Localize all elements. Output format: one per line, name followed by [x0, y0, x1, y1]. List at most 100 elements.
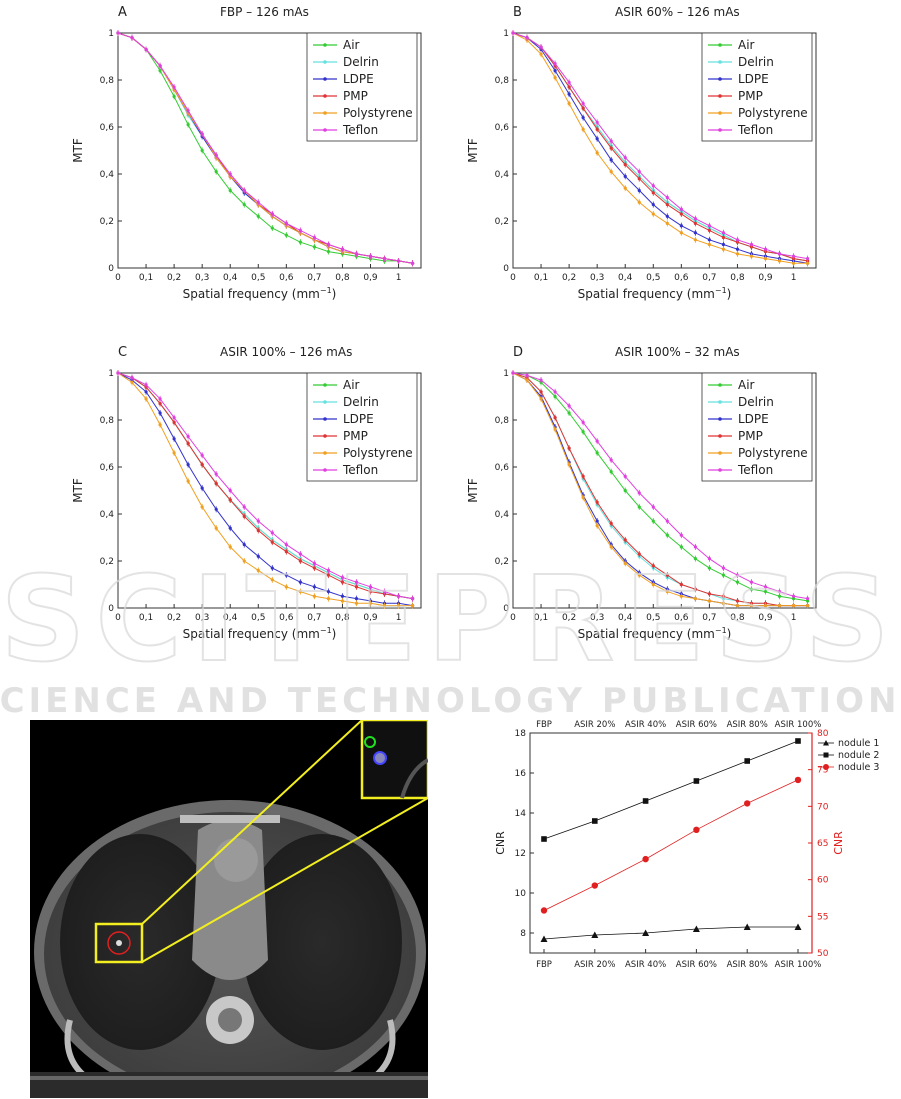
data-point: [581, 116, 585, 120]
data-point: [242, 559, 246, 563]
panel-letter: D: [513, 345, 523, 360]
data-point: [651, 505, 655, 509]
x-axis-label: Spatial frequency (mm−1): [578, 286, 732, 301]
y-tick-label: 0,4: [495, 170, 510, 180]
legend-marker: [323, 77, 327, 81]
data-point: [200, 132, 204, 136]
data-point: [228, 488, 232, 493]
data-point: [567, 446, 571, 450]
cnr-line-nodule-3: [543, 779, 799, 911]
legend-label: Polystyrene: [343, 446, 413, 460]
x-tick-label-bottom: ASIR 60%: [676, 960, 717, 970]
data-point: [200, 148, 204, 153]
cnr-point-circle: [693, 826, 700, 833]
data-point: [707, 238, 711, 242]
cnr-point-square: [541, 836, 547, 842]
data-point: [312, 566, 316, 570]
data-point: [679, 582, 683, 587]
legend-label: PMP: [738, 89, 763, 103]
data-point: [609, 545, 613, 549]
data-point: [791, 604, 796, 608]
data-point: [595, 451, 599, 455]
y-tick-label: 0,6: [100, 123, 115, 133]
y-tick-label-left: 12: [515, 849, 526, 859]
data-point: [158, 64, 162, 68]
y-tick-label: 1: [503, 29, 509, 39]
series-line-polystyrene: [512, 372, 808, 607]
plot-frame: [117, 32, 422, 269]
x-tick-label: 0,9: [363, 613, 378, 623]
x-tick-label: 0,7: [702, 613, 716, 623]
data-point: [567, 92, 571, 96]
data-point: [651, 519, 655, 523]
data-point: [721, 247, 726, 251]
data-point: [623, 174, 627, 178]
legend-marker: [323, 434, 327, 438]
data-point: [172, 437, 176, 441]
data-point: [679, 533, 683, 537]
data-point: [721, 235, 726, 240]
data-point: [721, 601, 726, 605]
data-point: [693, 221, 697, 225]
y-tick-label: 1: [108, 369, 114, 379]
cnr-line-nodule-1: [543, 926, 798, 940]
legend-marker: [718, 94, 722, 98]
y-axis-label: MTF: [466, 478, 480, 503]
legend-label: LDPE: [343, 72, 374, 86]
cnr-point-circle: [794, 776, 802, 784]
data-point: [609, 470, 613, 474]
series-line-ldpe: [512, 32, 808, 264]
data-point: [228, 526, 232, 530]
data-point: [707, 599, 711, 603]
data-point: [707, 557, 711, 561]
data-point: [679, 224, 683, 228]
y-tick-label-left: 10: [515, 889, 527, 899]
data-point: [651, 582, 655, 587]
data-point: [693, 557, 697, 561]
data-point: [693, 217, 697, 221]
legend-marker: [718, 43, 722, 47]
data-point: [410, 604, 415, 608]
data-point: [298, 552, 302, 556]
data-point: [284, 550, 288, 554]
data-point: [637, 188, 641, 193]
data-point: [172, 416, 176, 420]
data-point: [735, 573, 740, 577]
x-tick-label-top: ASIR 80%: [727, 720, 768, 730]
data-point: [256, 528, 260, 533]
data-point: [172, 420, 176, 424]
x-tick-label: 0,5: [251, 613, 265, 623]
series-line-teflon: [512, 372, 808, 600]
data-point: [777, 259, 782, 263]
x-tick-label: 0,8: [335, 613, 350, 623]
y-tick-label: 1: [108, 29, 114, 39]
zoom-line-bottom: [141, 797, 428, 963]
data-point: [382, 589, 387, 594]
legend-marker: [323, 43, 327, 47]
data-point: [749, 580, 754, 584]
data-point: [368, 589, 373, 594]
legend-marker: [718, 417, 722, 421]
data-point: [553, 390, 557, 394]
plot-frame: [512, 372, 817, 609]
x-tick-label: 0,7: [307, 273, 321, 283]
panel-letter: C: [118, 345, 127, 360]
data-point: [410, 261, 415, 265]
x-tick-label: 0,4: [618, 273, 633, 283]
data-point: [581, 127, 585, 131]
y-tick-label-right: 70: [817, 802, 829, 812]
x-tick-label: 0,8: [335, 273, 350, 283]
data-point: [354, 252, 359, 256]
data-point: [298, 228, 302, 232]
data-point: [665, 519, 669, 523]
data-point: [511, 31, 515, 35]
data-point: [735, 247, 740, 251]
x-tick-label: 0: [115, 273, 121, 283]
data-point: [256, 214, 260, 218]
zoom-inset: [360, 720, 428, 800]
x-tick-label: 0,7: [307, 613, 321, 623]
data-point: [270, 578, 274, 582]
data-point: [567, 463, 571, 467]
y-tick-label: 0,2: [495, 217, 509, 227]
y-axis-label: MTF: [466, 138, 480, 163]
